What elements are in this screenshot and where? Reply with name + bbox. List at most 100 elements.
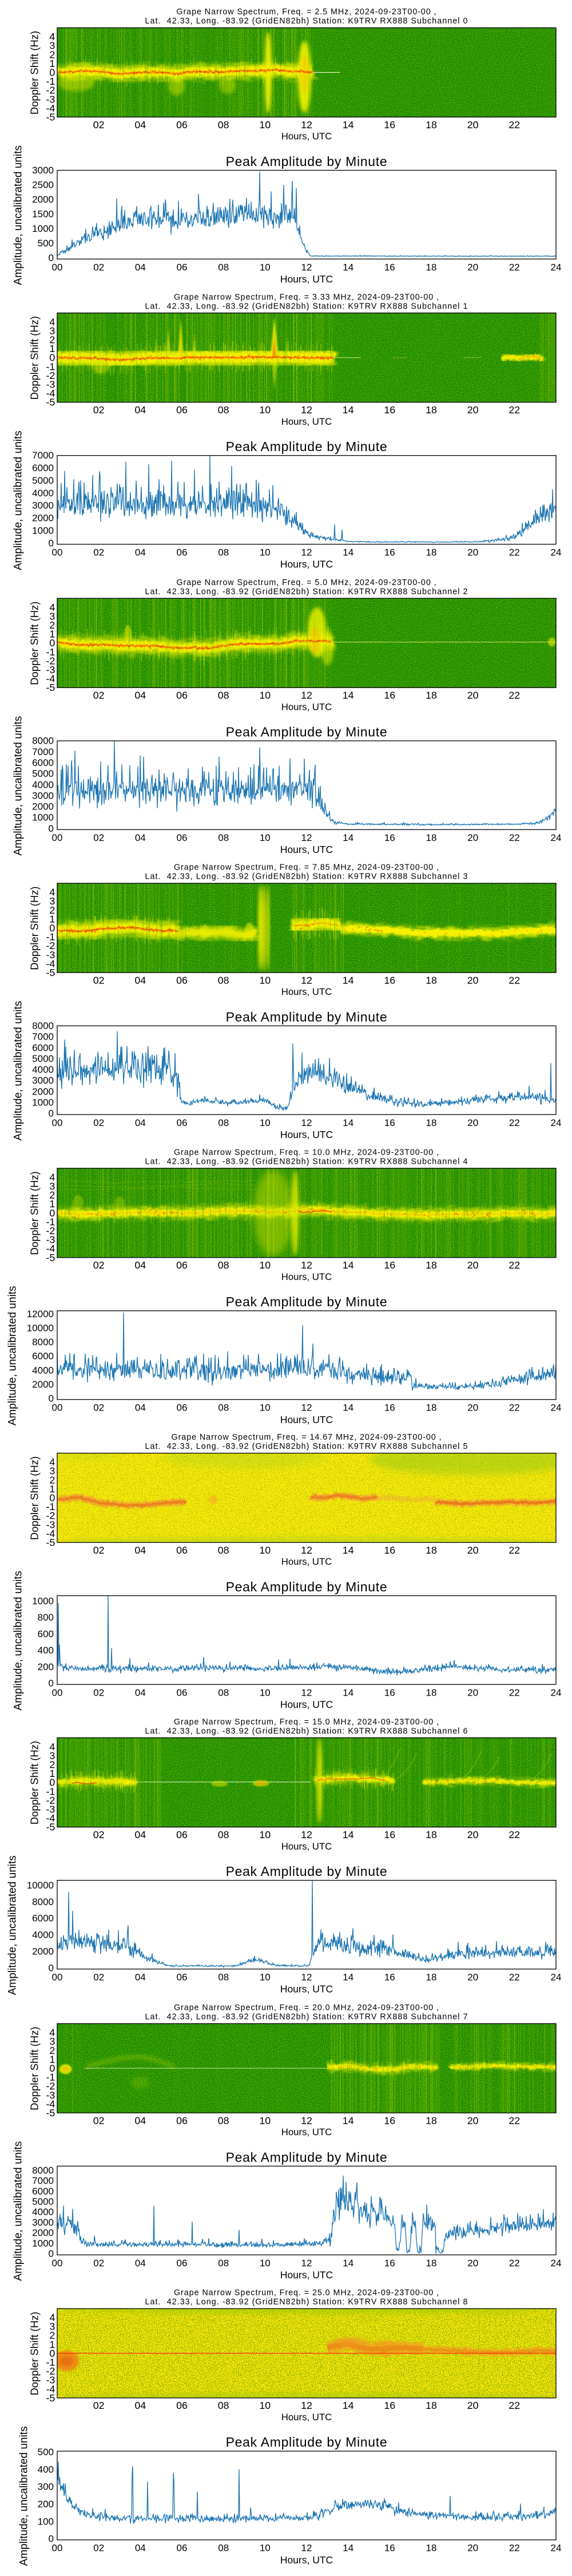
- svg-text:Lat. 42.33, Long. -83.92 (Gri: Lat. 42.33, Long. -83.92 (GridEN82bh) St…: [145, 1726, 468, 1736]
- svg-text:10000: 10000: [27, 1322, 54, 1333]
- svg-text:02: 02: [93, 2400, 105, 2411]
- svg-text:2000: 2000: [32, 194, 54, 205]
- svg-text:-4: -4: [46, 958, 55, 969]
- svg-text:08: 08: [218, 1829, 229, 1840]
- svg-text:10: 10: [259, 404, 271, 416]
- svg-text:14: 14: [343, 404, 354, 416]
- svg-text:20: 20: [467, 1402, 478, 1413]
- svg-text:Hours, UTC: Hours, UTC: [280, 844, 333, 855]
- svg-text:Grape Narrow Spectrum, Freq. =: Grape Narrow Spectrum, Freq. = 10.0 MHz,…: [174, 1148, 439, 1157]
- svg-text:Grape Narrow Spectrum, Freq. =: Grape Narrow Spectrum, Freq. = 5.0 MHz, …: [176, 578, 436, 587]
- svg-text:08: 08: [218, 832, 229, 843]
- svg-text:Peak Amplitude by Minute: Peak Amplitude by Minute: [226, 1009, 388, 1024]
- svg-text:Doppler Shift (Hz): Doppler Shift (Hz): [29, 602, 41, 685]
- svg-text:Hours, UTC: Hours, UTC: [280, 274, 333, 285]
- svg-text:-2: -2: [46, 940, 55, 951]
- svg-text:08: 08: [218, 2115, 229, 2126]
- svg-text:16: 16: [384, 1972, 395, 1983]
- svg-text:1000: 1000: [32, 2238, 54, 2249]
- svg-text:500: 500: [38, 2447, 54, 2458]
- svg-text:0: 0: [49, 1962, 54, 1973]
- svg-text:12: 12: [301, 1972, 312, 1983]
- svg-text:04: 04: [134, 1544, 146, 1556]
- svg-text:04: 04: [135, 832, 146, 843]
- svg-text:10: 10: [260, 547, 271, 558]
- svg-text:8000: 8000: [32, 1897, 54, 1907]
- svg-text:10: 10: [260, 262, 271, 272]
- svg-text:4: 4: [49, 602, 55, 613]
- svg-text:14: 14: [343, 1829, 354, 1840]
- svg-text:7000: 7000: [32, 2175, 54, 2186]
- svg-text:18: 18: [426, 2400, 437, 2411]
- svg-text:0: 0: [49, 2348, 55, 2359]
- svg-text:Peak Amplitude by Minute: Peak Amplitude by Minute: [226, 725, 388, 740]
- svg-text:08: 08: [218, 547, 229, 558]
- svg-text:4000: 4000: [32, 488, 54, 499]
- svg-text:-2: -2: [46, 1225, 55, 1236]
- svg-text:0: 0: [49, 538, 54, 548]
- svg-text:-5: -5: [46, 2392, 55, 2404]
- svg-text:02: 02: [93, 1687, 104, 1698]
- svg-text:5000: 5000: [32, 475, 54, 486]
- svg-text:6000: 6000: [32, 2186, 54, 2196]
- svg-text:3: 3: [49, 2036, 55, 2047]
- svg-text:12: 12: [301, 690, 312, 701]
- svg-text:Lat. 42.33, Long. -83.92 (Gri: Lat. 42.33, Long. -83.92 (GridEN82bh) St…: [145, 2298, 468, 2307]
- svg-text:2: 2: [49, 1759, 55, 1771]
- svg-text:1: 1: [49, 2338, 55, 2350]
- svg-text:20: 20: [467, 2543, 478, 2554]
- svg-text:200: 200: [38, 2499, 54, 2510]
- svg-text:14: 14: [343, 1117, 353, 1128]
- svg-text:14: 14: [343, 1687, 353, 1698]
- svg-text:02: 02: [93, 1544, 105, 1556]
- svg-text:12000: 12000: [27, 1309, 54, 1319]
- svg-text:08: 08: [218, 262, 229, 272]
- svg-text:16: 16: [384, 547, 395, 558]
- svg-text:0: 0: [49, 823, 54, 834]
- svg-text:18: 18: [426, 262, 437, 272]
- svg-text:04: 04: [134, 2115, 146, 2126]
- svg-text:12: 12: [301, 1829, 312, 1840]
- svg-text:8000: 8000: [32, 1021, 54, 1032]
- svg-text:7000: 7000: [32, 1032, 54, 1042]
- svg-text:1: 1: [49, 629, 55, 640]
- svg-text:2: 2: [49, 619, 55, 631]
- svg-text:04: 04: [134, 1259, 146, 1271]
- svg-text:Peak Amplitude by Minute: Peak Amplitude by Minute: [226, 2150, 388, 2164]
- svg-text:3: 3: [49, 325, 55, 337]
- svg-text:0: 0: [49, 1678, 54, 1689]
- svg-text:16: 16: [384, 690, 395, 701]
- svg-text:Hours, UTC: Hours, UTC: [280, 2554, 333, 2566]
- svg-text:0: 0: [49, 1108, 54, 1119]
- svg-text:0: 0: [49, 1207, 55, 1219]
- svg-text:16: 16: [384, 1829, 395, 1840]
- svg-text:3000: 3000: [32, 790, 54, 801]
- svg-text:12: 12: [301, 2115, 312, 2126]
- svg-text:06: 06: [176, 2115, 188, 2126]
- svg-text:12: 12: [301, 1687, 312, 1698]
- svg-text:4: 4: [49, 2027, 55, 2038]
- svg-text:20: 20: [467, 1829, 479, 1840]
- svg-text:14: 14: [343, 2115, 354, 2126]
- svg-text:06: 06: [176, 1544, 188, 1556]
- svg-text:14: 14: [343, 832, 353, 843]
- svg-text:7000: 7000: [32, 746, 54, 757]
- svg-text:0: 0: [49, 1777, 55, 1788]
- svg-text:00: 00: [52, 1687, 63, 1698]
- svg-text:22: 22: [509, 1829, 520, 1840]
- svg-text:-4: -4: [46, 388, 55, 399]
- svg-text:24: 24: [551, 262, 562, 272]
- svg-text:08: 08: [218, 1687, 229, 1698]
- svg-text:-2: -2: [46, 85, 55, 96]
- svg-text:22: 22: [509, 262, 520, 272]
- svg-text:Grape Narrow Spectrum, Freq. =: Grape Narrow Spectrum, Freq. = 7.85 MHz,…: [174, 863, 439, 872]
- svg-text:Amplitude, uncalibrated units: Amplitude, uncalibrated units: [18, 2426, 30, 2566]
- svg-text:2000: 2000: [32, 801, 54, 812]
- svg-text:10: 10: [259, 690, 271, 701]
- svg-text:4000: 4000: [32, 779, 54, 790]
- svg-text:02: 02: [93, 974, 105, 986]
- svg-text:12: 12: [301, 262, 312, 272]
- svg-text:16: 16: [384, 1402, 395, 1413]
- svg-text:Peak Amplitude by Minute: Peak Amplitude by Minute: [226, 2435, 388, 2449]
- svg-text:-5: -5: [46, 112, 55, 123]
